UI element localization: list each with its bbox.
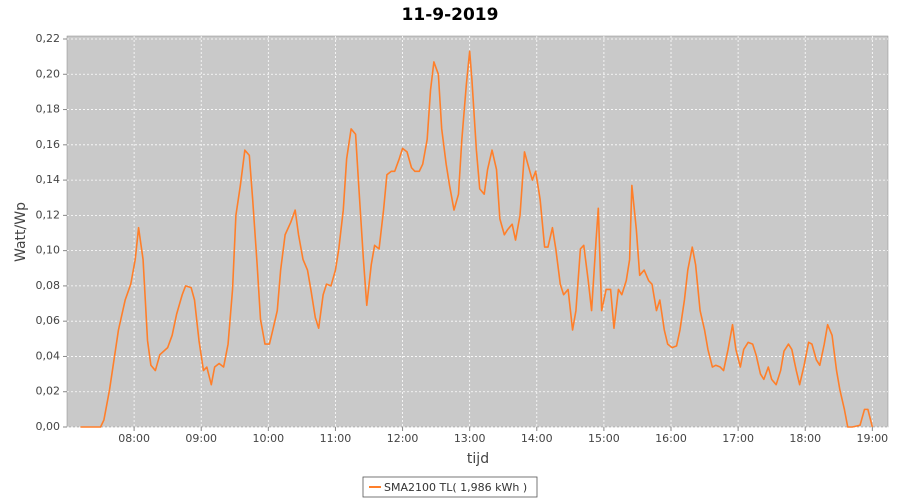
- x-tick-label: 17:00: [722, 432, 754, 445]
- x-tick-label: 18:00: [789, 432, 821, 445]
- x-tick-label: 19:00: [856, 432, 888, 445]
- legend-box: [362, 476, 538, 498]
- y-tick-label: 0,04: [36, 349, 61, 362]
- x-tick-label: 13:00: [454, 432, 486, 445]
- y-axis-title: Watt/Wp: [13, 202, 29, 262]
- y-tick-label: 0,14: [36, 173, 61, 186]
- y-tick-label: 0,20: [36, 67, 61, 80]
- x-tick-label: 11:00: [320, 432, 352, 445]
- x-tick-label: 10:00: [252, 432, 284, 445]
- y-tick-label: 0,12: [36, 208, 61, 221]
- plot-background: [66, 35, 889, 428]
- x-axis-title: tijd: [467, 451, 489, 467]
- x-tick-label: 16:00: [655, 432, 687, 445]
- y-tick-label: 0,22: [36, 32, 61, 45]
- y-tick-label: 0,18: [36, 103, 61, 116]
- x-tick-label: 14:00: [521, 432, 553, 445]
- x-tick-label: 08:00: [118, 432, 150, 445]
- y-tick-label: 0,08: [36, 279, 61, 292]
- x-tick-label: 15:00: [588, 432, 620, 445]
- x-tick-label: 12:00: [387, 432, 419, 445]
- y-tick-label: 0,06: [36, 314, 61, 327]
- y-tick-label: 0,16: [36, 138, 61, 151]
- y-tick-label: 0,10: [36, 244, 61, 257]
- data-line: [80, 50, 874, 428]
- x-tick-label: 09:00: [185, 432, 217, 445]
- y-tick-label: 0,00: [36, 420, 61, 433]
- y-tick-label: 0,02: [36, 385, 61, 398]
- chart-title: 11-9-2019: [402, 5, 499, 25]
- legend-label: SMA2100 TL( 1,986 kWh ): [384, 481, 527, 494]
